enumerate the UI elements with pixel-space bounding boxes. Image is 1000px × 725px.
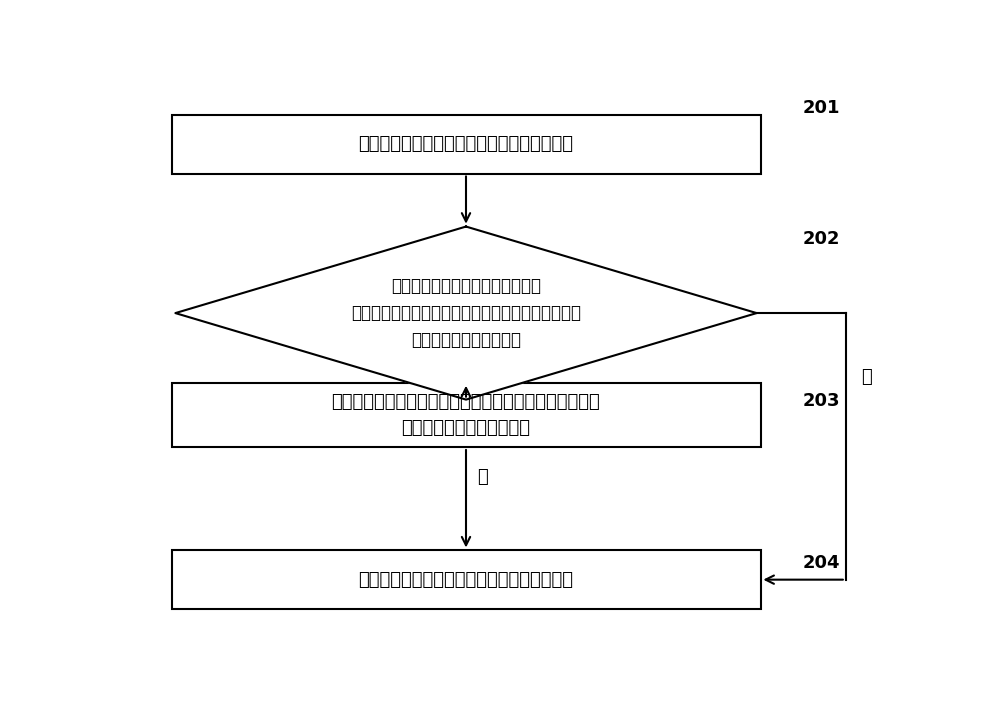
Text: 控制执行为所述应用程序设置前台服务的操作: 控制执行为所述应用程序设置前台服务的操作 <box>358 571 574 589</box>
Text: 203: 203 <box>803 392 841 410</box>
Text: 202: 202 <box>803 230 841 248</box>
Text: 基于所述应用程序的应用设置信息，判断所述应用程: 基于所述应用程序的应用设置信息，判断所述应用程 <box>351 304 581 322</box>
Text: 按照第一预设前台服务设置策略，: 按照第一预设前台服务设置策略， <box>391 277 541 295</box>
Polygon shape <box>175 226 757 399</box>
Text: 否: 否 <box>478 468 488 486</box>
Bar <box>172 383 761 447</box>
Text: 201: 201 <box>803 99 841 117</box>
Bar <box>172 115 761 173</box>
Text: 获取请求设置前台服务的应用程序的应用信息: 获取请求设置前台服务的应用程序的应用信息 <box>358 136 574 153</box>
Text: 204: 204 <box>803 554 841 571</box>
Text: 禁止所述应用程序设置前台服务，以禁止所述应用程序通
过设置前台服务来进行保活: 禁止所述应用程序设置前台服务，以禁止所述应用程序通 过设置前台服务来进行保活 <box>332 393 600 437</box>
Bar <box>172 550 761 609</box>
Text: 是: 是 <box>861 368 872 386</box>
Text: 序是否可以设置前台服务: 序是否可以设置前台服务 <box>411 331 521 349</box>
